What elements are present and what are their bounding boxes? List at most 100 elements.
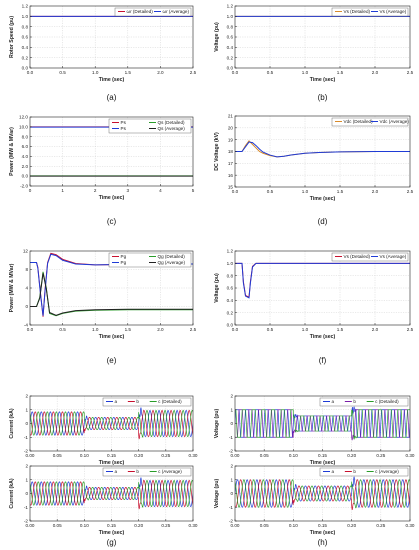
y-tick-label: 0.4 bbox=[227, 45, 234, 50]
y-tick-label: 2 bbox=[25, 394, 28, 399]
y-tick-label: 15 bbox=[228, 185, 234, 190]
x-tick-label: 0.30 bbox=[189, 453, 198, 458]
x-tick-label: 1.0 bbox=[92, 327, 99, 332]
x-tick-label: 0.30 bbox=[189, 523, 198, 528]
series-line-3 bbox=[30, 273, 193, 316]
y-tick-label: 21 bbox=[228, 114, 234, 119]
series-line-0 bbox=[30, 407, 193, 437]
y-tick-label: 0 bbox=[25, 491, 28, 496]
legend-label: Vs (Average) bbox=[380, 254, 407, 259]
y-axis-label: Voltage (pu) bbox=[214, 273, 220, 303]
y-tick-label: -2 bbox=[229, 449, 234, 454]
y-tick-label: 12.0 bbox=[19, 115, 28, 120]
x-tick-label: 0.20 bbox=[134, 453, 143, 458]
y-tick-label: 4.0 bbox=[22, 154, 29, 159]
y-axis-label: Current (kA) bbox=[9, 408, 15, 439]
x-tick-label: 0.10 bbox=[289, 523, 298, 528]
legend: a b c (Average) bbox=[102, 467, 192, 477]
legend-box bbox=[331, 252, 409, 262]
x-tick-label: 2 bbox=[94, 188, 97, 193]
x-tick-label: 0.05 bbox=[53, 453, 62, 458]
y-tick-label: 2.0 bbox=[22, 164, 29, 169]
series-line-0 bbox=[235, 140, 410, 158]
series-line-0 bbox=[30, 477, 193, 507]
series-line-0 bbox=[235, 476, 410, 508]
chart-h1: 0.00 0.05 0.10 0.15 0.20 0.25 0.30 -2 -1 0 1 2 Time … bbox=[214, 394, 415, 466]
series-line-2 bbox=[30, 410, 193, 438]
y-tick-label: 1.2 bbox=[227, 4, 234, 9]
x-tick-label: 0.0 bbox=[27, 327, 34, 332]
x-tick-label: 0.30 bbox=[406, 523, 415, 528]
series-line-0 bbox=[235, 406, 410, 439]
y-tick-label: 2 bbox=[25, 464, 28, 469]
x-tick-label: 0.5 bbox=[267, 70, 274, 75]
chart-f: 0.0 0.5 1.0 1.5 2.0 2.5 0.0 0.2 0.4 0.6 0.8 1.0 1.2 T… bbox=[214, 249, 414, 365]
legend-label: c (Detailed) bbox=[375, 399, 399, 404]
y-tick-label: 1.0 bbox=[227, 261, 234, 266]
plot-area bbox=[235, 476, 410, 510]
y-tick-label: 4 bbox=[25, 286, 28, 291]
series-line-2 bbox=[30, 480, 193, 508]
x-tick-label: 1 bbox=[61, 188, 64, 193]
y-tick-label: 0.8 bbox=[227, 24, 234, 29]
x-tick-label: 1.5 bbox=[337, 189, 344, 194]
x-axis-label: Time (sec) bbox=[99, 460, 125, 466]
x-tick-label: 0.5 bbox=[59, 327, 66, 332]
x-tick-label: 0 bbox=[29, 188, 32, 193]
x-tick-label: 0.20 bbox=[347, 453, 356, 458]
y-tick-label: 1.0 bbox=[22, 14, 29, 19]
x-tick-label: 1.0 bbox=[92, 70, 99, 75]
subfigure-caption: (b) bbox=[318, 93, 328, 102]
x-axis-label: Time (sec) bbox=[310, 460, 336, 466]
legend: Vs (Detailed) Vs (Average) bbox=[331, 7, 409, 17]
x-tick-label: 5 bbox=[192, 188, 195, 193]
y-tick-label: 19 bbox=[228, 137, 234, 142]
y-tick-label: 0.6 bbox=[227, 35, 234, 40]
legend-box bbox=[319, 397, 409, 407]
y-tick-label: -1 bbox=[229, 435, 234, 440]
legend-label: c (Detailed) bbox=[158, 399, 182, 404]
y-axis-label: Power (MW & MVar) bbox=[9, 263, 15, 312]
legend-label: b bbox=[136, 469, 139, 474]
y-tick-label: 1 bbox=[230, 407, 233, 412]
legend-label: b bbox=[136, 399, 139, 404]
x-tick-label: 2.0 bbox=[157, 327, 164, 332]
chart-g2: 0.00 0.05 0.10 0.15 0.20 0.25 0.30 -2 -1 0 1 2 Time … bbox=[9, 464, 198, 547]
x-tick-label: 0.05 bbox=[53, 523, 62, 528]
y-tick-label: 2 bbox=[230, 394, 233, 399]
legend-label: Qs (Average) bbox=[158, 126, 186, 131]
legend-box bbox=[319, 467, 409, 477]
legend-label: b bbox=[353, 399, 356, 404]
plot-area bbox=[235, 262, 410, 299]
x-tick-label: 1.0 bbox=[302, 70, 309, 75]
legend: a b c (Detailed) bbox=[319, 397, 409, 407]
y-tick-label: -1 bbox=[24, 505, 29, 510]
x-tick-label: 1.5 bbox=[125, 327, 132, 332]
x-tick-label: 0.20 bbox=[347, 523, 356, 528]
subfigure-caption: (h) bbox=[318, 538, 328, 547]
x-tick-label: 0.00 bbox=[26, 523, 35, 528]
y-tick-label: -4 bbox=[24, 323, 29, 328]
y-tick-label: 0.0 bbox=[22, 66, 29, 71]
legend: a b c (Detailed) bbox=[102, 397, 192, 407]
y-tick-label: 1 bbox=[230, 477, 233, 482]
y-tick-label: 18 bbox=[228, 149, 234, 154]
legend-box bbox=[114, 7, 192, 17]
x-axis-label: Time (sec) bbox=[310, 77, 336, 83]
y-tick-label: -1 bbox=[229, 505, 234, 510]
x-tick-label: 2.0 bbox=[372, 70, 379, 75]
legend-label: c (Average) bbox=[375, 469, 399, 474]
legend-label: a bbox=[332, 399, 335, 404]
x-tick-label: 0.10 bbox=[289, 453, 298, 458]
legend-label: Qg (Average) bbox=[158, 260, 186, 265]
series-line-1 bbox=[30, 410, 193, 440]
x-tick-label: 0.15 bbox=[107, 453, 116, 458]
y-tick-label: 0 bbox=[230, 491, 233, 496]
x-axis-label: Time (sec) bbox=[99, 334, 125, 340]
y-tick-label: 20 bbox=[228, 125, 234, 130]
x-tick-label: 0.5 bbox=[59, 70, 66, 75]
y-tick-label: 0.4 bbox=[227, 298, 234, 303]
legend-box bbox=[102, 397, 192, 407]
x-tick-label: 0.25 bbox=[376, 523, 385, 528]
